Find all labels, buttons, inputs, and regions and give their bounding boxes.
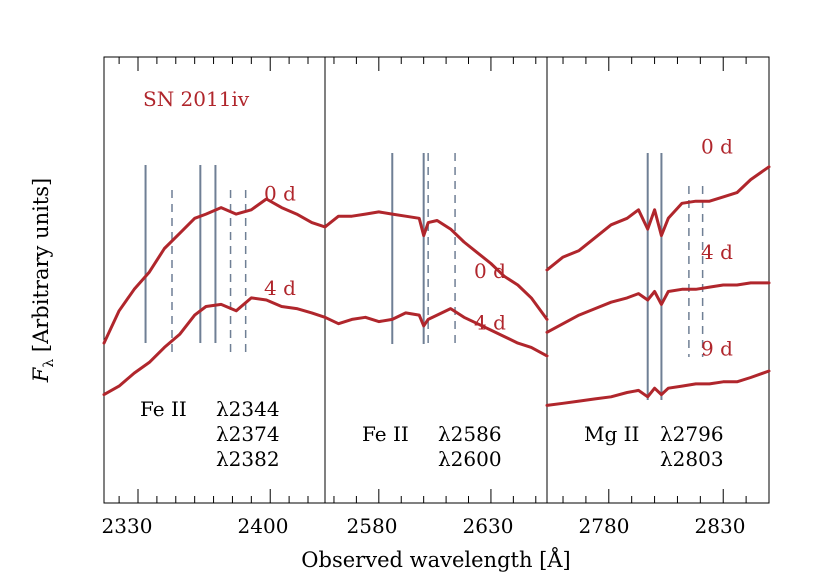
spectrum-panel3-4d: [545, 281, 771, 334]
tick-label-2400: 2400: [238, 514, 289, 538]
tick-label-2580: 2580: [347, 514, 398, 538]
panel-frame-2: [324, 56, 548, 504]
y-axis-title-symbol: F: [29, 366, 53, 383]
line-markers-layer: [144, 153, 704, 400]
panel1-species: Fe II: [140, 397, 187, 421]
epoch-label-panel2-0d: 0 d: [474, 259, 506, 283]
x-axis-title: Observed wavelength [Å]: [301, 547, 570, 572]
y-axis-title: Fλ [Arbitrary units]: [29, 178, 57, 383]
spectra-layer: [102, 165, 771, 407]
panel3-wl-2: λ2803: [660, 447, 724, 471]
tick-label-2330: 2330: [102, 514, 153, 538]
sn-label: SN 2011iv: [143, 87, 250, 111]
panel3-wl-1: λ2796: [660, 422, 724, 446]
panel2-wl-1: λ2586: [438, 422, 502, 446]
spectrum-panel3-9d: [545, 369, 771, 407]
spectrum-panel2-4d: [323, 307, 549, 358]
labels-layer: 0 d 4 d 0 d 4 d 0 d 4 d 9 d: [264, 135, 733, 361]
tick-label-2780: 2780: [579, 514, 630, 538]
spectrum-panel2-0d: [323, 210, 549, 321]
spectrum-panel1-4d: [102, 296, 327, 397]
y-axis-title-units: [Arbitrary units]: [29, 178, 53, 359]
panel1-wl-3: λ2382: [216, 447, 280, 471]
epoch-label-panel3-9d: 9 d: [701, 337, 733, 361]
panel1-wl-1: λ2344: [216, 397, 280, 421]
y-axis-title-subscript: λ: [41, 359, 57, 368]
spectrum-panel1-0d: [102, 197, 327, 345]
tick-label-2830: 2830: [695, 514, 746, 538]
epoch-label-panel3-0d: 0 d: [701, 135, 733, 159]
spectrum-panel3-0d: [545, 165, 771, 272]
panel2-species: Fe II: [362, 422, 409, 446]
tick-label-2630: 2630: [463, 514, 514, 538]
epoch-label-panel1-0d: 0 d: [264, 182, 296, 206]
ticks-layer: [118, 57, 770, 503]
epoch-label-panel1-4d: 4 d: [264, 276, 296, 300]
panel-frame-3: [546, 56, 770, 504]
epoch-label-panel2-4d: 4 d: [474, 310, 506, 334]
panel1-wl-2: λ2374: [216, 422, 280, 446]
epoch-label-panel3-4d: 4 d: [701, 240, 733, 264]
panel2-wl-2: λ2600: [438, 447, 502, 471]
panel3-species: Mg II: [584, 422, 639, 446]
